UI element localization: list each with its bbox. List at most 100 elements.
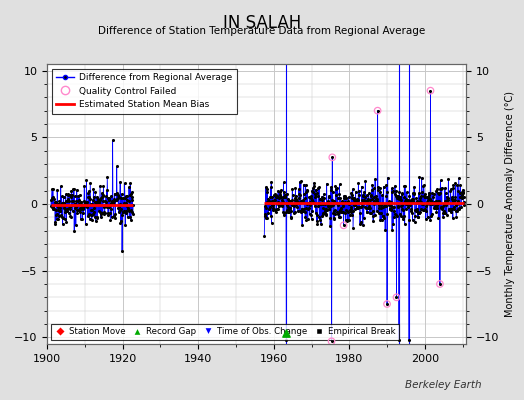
Point: [406, 200, 414, 206]
Point: [383, 211, 391, 218]
Point: [332, 200, 340, 207]
Point: [290, 203, 298, 210]
Point: [74, 192, 82, 199]
Point: [417, 206, 425, 212]
Point: [449, 198, 457, 204]
Point: [109, 200, 117, 206]
Point: [299, 208, 307, 214]
Point: [381, 201, 390, 207]
Point: [454, 188, 463, 195]
Point: [272, 206, 281, 212]
Point: [73, 207, 81, 213]
Point: [60, 204, 69, 211]
Point: [422, 208, 430, 214]
Point: [309, 188, 318, 195]
Point: [264, 200, 272, 206]
Point: [126, 191, 135, 198]
Point: [321, 201, 330, 208]
Point: [353, 205, 361, 212]
Point: [111, 191, 119, 197]
Point: [73, 210, 82, 216]
Point: [304, 200, 313, 206]
Point: [286, 198, 294, 204]
Point: [369, 194, 378, 200]
Point: [280, 210, 288, 216]
Point: [411, 213, 419, 219]
Point: [389, 204, 398, 210]
Point: [49, 194, 57, 200]
Point: [56, 208, 64, 214]
Point: [58, 214, 66, 220]
Point: [300, 209, 309, 216]
Point: [279, 208, 287, 215]
Point: [451, 180, 460, 186]
Point: [369, 212, 377, 219]
Point: [287, 214, 295, 221]
Point: [270, 196, 279, 203]
Point: [63, 208, 71, 215]
Point: [282, 330, 290, 336]
Point: [74, 198, 82, 204]
Point: [383, 189, 391, 195]
Point: [123, 193, 132, 199]
Point: [458, 195, 466, 202]
Point: [285, 198, 293, 204]
Point: [384, 200, 392, 206]
Point: [408, 210, 416, 216]
Point: [311, 203, 319, 209]
Point: [346, 200, 354, 206]
Point: [335, 181, 344, 188]
Point: [83, 213, 92, 220]
Point: [320, 190, 328, 197]
Point: [319, 205, 327, 212]
Point: [298, 206, 306, 212]
Point: [395, 188, 403, 195]
Point: [341, 193, 350, 199]
Point: [72, 204, 80, 210]
Legend: Station Move, Record Gap, Time of Obs. Change, Empirical Break: Station Move, Record Gap, Time of Obs. C…: [51, 324, 399, 340]
Point: [453, 205, 462, 212]
Point: [351, 206, 359, 212]
Point: [124, 214, 132, 220]
Point: [81, 199, 89, 205]
Point: [278, 199, 287, 206]
Point: [103, 174, 112, 181]
Point: [108, 137, 117, 143]
Point: [283, 202, 291, 208]
Point: [88, 212, 96, 218]
Point: [82, 202, 90, 208]
Point: [446, 188, 454, 195]
Point: [323, 198, 332, 204]
Point: [274, 187, 282, 194]
Point: [377, 210, 386, 217]
Point: [292, 204, 301, 210]
Point: [96, 183, 104, 189]
Point: [359, 192, 368, 199]
Point: [438, 186, 446, 192]
Point: [375, 200, 384, 206]
Point: [315, 184, 323, 190]
Point: [285, 206, 293, 212]
Point: [86, 211, 95, 218]
Point: [103, 187, 111, 193]
Point: [389, 204, 398, 210]
Point: [291, 201, 300, 208]
Point: [105, 197, 114, 203]
Point: [368, 208, 377, 214]
Point: [307, 193, 315, 200]
Point: [460, 199, 468, 205]
Point: [268, 202, 276, 208]
Point: [91, 188, 100, 195]
Point: [336, 194, 344, 201]
Point: [116, 178, 124, 185]
Point: [392, 212, 400, 218]
Point: [274, 200, 282, 207]
Point: [431, 204, 439, 211]
Point: [305, 205, 313, 211]
Point: [438, 204, 446, 211]
Point: [53, 201, 62, 207]
Point: [408, 196, 417, 202]
Point: [407, 198, 416, 204]
Point: [432, 209, 441, 216]
Point: [372, 199, 380, 206]
